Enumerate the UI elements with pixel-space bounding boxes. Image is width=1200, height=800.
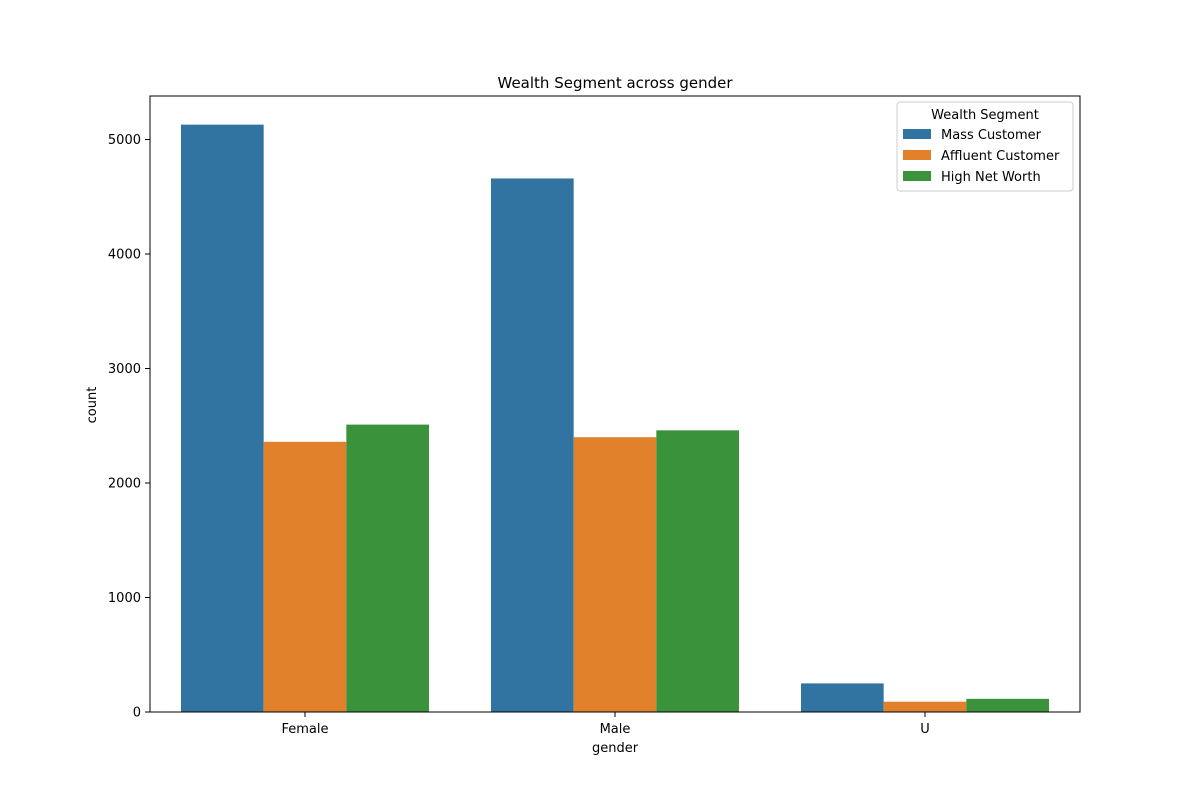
bar-u-affluent-customer — [883, 701, 967, 712]
legend-title: Wealth Segment — [931, 108, 1039, 123]
x-tick-label: U — [920, 722, 930, 737]
ticks-layer: 0 1000 2000 3000 4000 5000 Female Male U — [108, 133, 930, 737]
legend-swatch — [903, 171, 931, 181]
x-axis-label: gender — [592, 741, 639, 756]
legend-label: Affluent Customer — [941, 149, 1060, 164]
x-tick-label: Female — [281, 722, 328, 737]
bar-male-affluent-customer — [573, 437, 657, 712]
y-axis-label: count — [85, 387, 100, 424]
bar-male-high-net-worth — [656, 430, 739, 712]
y-tick-label: 1000 — [108, 591, 141, 606]
bar-female-affluent-customer — [263, 441, 347, 712]
bars-layer — [181, 124, 1049, 713]
legend-box — [896, 101, 1074, 192]
x-tick-label: Male — [600, 722, 631, 737]
legend-swatch — [903, 129, 931, 139]
y-tick-label: 3000 — [108, 362, 141, 377]
bar-u-high-net-worth — [966, 698, 1049, 712]
legend-label: Mass Customer — [941, 128, 1042, 143]
legend: Wealth Segment Mass Customer Affluent Cust… — [896, 101, 1074, 192]
bar-male-mass-customer — [491, 178, 574, 712]
chart-title: Wealth Segment across gender — [498, 74, 734, 92]
y-tick-label: 0 — [133, 706, 141, 721]
bar-female-mass-customer — [181, 124, 264, 713]
bar-female-high-net-worth — [346, 424, 429, 712]
legend-swatch — [903, 150, 931, 160]
y-tick-label: 5000 — [108, 133, 141, 148]
plot-frame — [149, 95, 1081, 713]
bar-u-mass-customer — [801, 683, 884, 712]
y-tick-label: 4000 — [108, 248, 141, 263]
y-tick-label: 2000 — [108, 477, 141, 492]
legend-label: High Net Worth — [941, 170, 1041, 185]
